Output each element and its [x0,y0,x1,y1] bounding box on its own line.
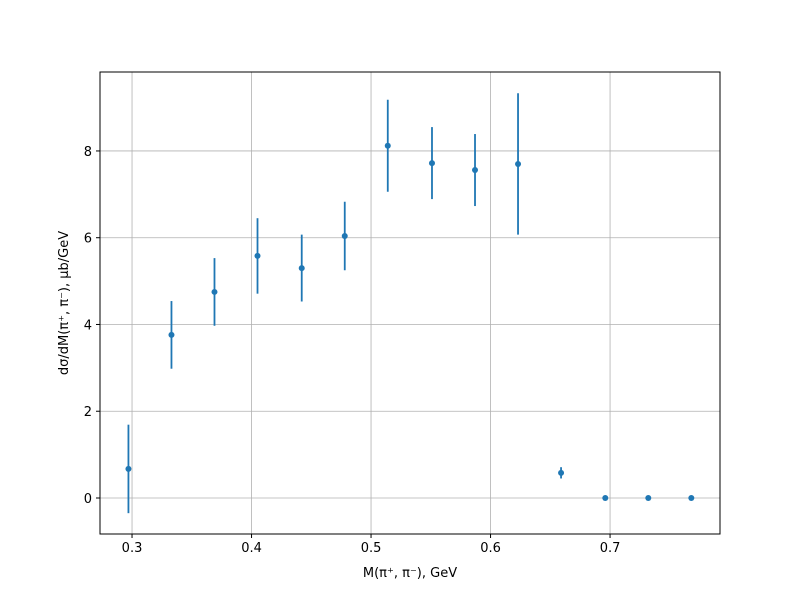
data-point [254,252,261,259]
data-point [645,494,652,501]
data-point [384,142,391,149]
data-point [472,167,479,174]
data-point [688,494,695,501]
data-point [558,469,565,476]
data-point [125,465,132,472]
data-point [298,265,305,272]
y-tick-label: 0 [84,492,92,507]
data-point [428,160,435,167]
x-tick-label: 0.5 [361,541,382,556]
y-tick-label: 4 [84,318,92,333]
x-axis-label: M(π⁺, π⁻), GeV [363,566,457,581]
data-point [341,232,348,239]
y-tick-label: 6 [84,232,92,247]
data-point [515,160,522,167]
data-point [168,331,175,338]
y-axis-label: dσ/dM(π⁺, π⁻), μb/GeV [57,231,72,375]
x-tick-label: 0.7 [600,541,621,556]
data-point [211,288,218,295]
y-tick-label: 8 [84,145,92,160]
x-tick-label: 0.6 [480,541,501,556]
plot-frame [99,71,721,535]
x-tick-label: 0.3 [122,541,143,556]
data-point [602,494,609,501]
y-tick-label: 2 [84,405,92,420]
x-tick-label: 0.4 [241,541,262,556]
